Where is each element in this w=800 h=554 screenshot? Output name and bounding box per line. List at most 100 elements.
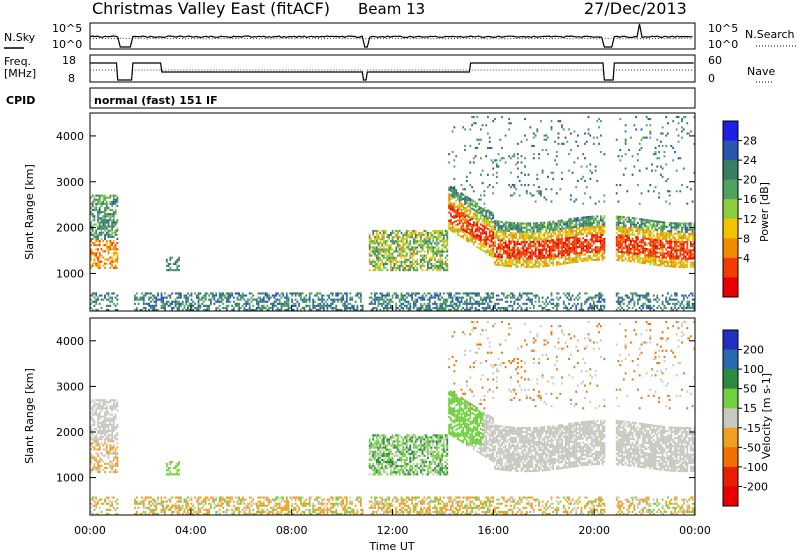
heatmap-cell bbox=[114, 252, 117, 255]
heatmap-cell bbox=[172, 300, 175, 303]
heatmap-cell bbox=[656, 232, 659, 235]
heatmap-cell bbox=[663, 227, 666, 230]
heatmap-cell bbox=[508, 263, 510, 266]
heatmap-cell bbox=[368, 234, 371, 237]
heatmap-cell bbox=[495, 171, 498, 174]
heatmap-cell bbox=[434, 236, 436, 239]
heatmap-cell bbox=[570, 228, 572, 231]
heatmap-cell bbox=[372, 229, 375, 232]
heatmap-cell bbox=[652, 230, 655, 233]
heatmap-cell bbox=[356, 304, 359, 307]
heatmap-cell bbox=[557, 302, 560, 305]
heatmap-cell bbox=[561, 227, 563, 230]
heatmap-cell bbox=[114, 231, 117, 234]
heatmap-cell bbox=[90, 233, 92, 236]
heatmap-cell bbox=[515, 249, 518, 252]
heatmap-cell bbox=[667, 234, 669, 237]
heatmap-cell bbox=[172, 269, 175, 272]
heatmap-cell bbox=[591, 306, 593, 309]
heatmap-cell bbox=[555, 302, 558, 305]
heatmap-cell bbox=[645, 260, 648, 263]
heatmap-cell bbox=[684, 249, 687, 252]
heatmap-cell bbox=[508, 248, 510, 251]
heatmap-cell bbox=[686, 243, 689, 246]
heatmap-cell bbox=[148, 308, 150, 311]
heatmap-cell bbox=[670, 222, 673, 225]
heatmap-cell bbox=[478, 308, 480, 311]
heatmap-cell bbox=[397, 234, 399, 237]
heatmap-cell bbox=[635, 225, 638, 228]
heatmap-cell bbox=[571, 228, 574, 231]
heatmap-cell bbox=[439, 304, 442, 307]
heatmap-cell bbox=[557, 230, 560, 233]
heatmap-cell bbox=[427, 304, 429, 307]
heatmap-cell bbox=[555, 226, 558, 229]
heatmap-cell bbox=[513, 224, 516, 227]
heatmap-cell bbox=[427, 252, 429, 255]
heatmap-cell bbox=[580, 223, 583, 226]
heatmap-cell bbox=[495, 230, 498, 233]
heatmap-cell bbox=[418, 250, 420, 253]
heatmap-cell bbox=[510, 221, 512, 224]
heatmap-cell bbox=[427, 244, 429, 247]
heatmap-cell bbox=[575, 308, 578, 311]
heatmap-cell bbox=[686, 304, 689, 307]
heatmap-cell bbox=[411, 294, 413, 297]
heatmap-cell bbox=[587, 255, 590, 258]
heatmap-cell bbox=[397, 231, 399, 234]
heatmap-cell bbox=[490, 308, 493, 311]
heatmap-cell bbox=[621, 296, 623, 299]
heatmap-cell bbox=[600, 240, 602, 243]
heatmap-cell bbox=[621, 244, 623, 247]
heatmap-cell bbox=[476, 292, 479, 295]
heatmap-cell bbox=[467, 302, 470, 305]
heatmap-cell bbox=[414, 269, 417, 272]
heatmap-cell bbox=[658, 237, 660, 240]
heatmap-cell bbox=[538, 255, 540, 258]
heatmap-cell bbox=[210, 298, 212, 301]
heatmap-cell bbox=[661, 256, 664, 259]
heatmap-cell bbox=[688, 236, 690, 239]
heatmap-cell bbox=[640, 247, 643, 250]
freq-right-tick-top: 60 bbox=[708, 54, 722, 67]
heatmap-cell bbox=[368, 248, 371, 251]
heatmap-cell bbox=[660, 221, 662, 224]
heatmap-cell bbox=[510, 223, 512, 226]
heatmap-cell bbox=[480, 248, 482, 251]
heatmap-cell bbox=[398, 264, 401, 267]
heatmap-cell bbox=[455, 292, 458, 295]
heatmap-cell bbox=[458, 296, 461, 299]
heatmap-cell bbox=[511, 222, 514, 225]
heatmap-cell bbox=[430, 308, 433, 311]
heatmap-cell bbox=[102, 198, 105, 201]
heatmap-cell bbox=[626, 294, 629, 297]
heatmap-cell bbox=[402, 264, 405, 267]
heatmap-cell bbox=[300, 294, 302, 297]
heatmap-cell bbox=[487, 146, 489, 149]
heatmap-cell bbox=[564, 243, 567, 246]
heatmap-cell bbox=[409, 262, 412, 265]
heatmap-cell bbox=[587, 220, 590, 223]
heatmap-cell bbox=[578, 237, 581, 240]
heatmap-cell bbox=[550, 302, 553, 305]
heatmap-cell bbox=[672, 226, 675, 229]
heatmap-cell bbox=[437, 267, 440, 270]
heatmap-cell bbox=[617, 298, 620, 301]
heatmap-cell bbox=[257, 302, 260, 305]
heatmap-cell bbox=[243, 298, 246, 301]
heatmap-cell bbox=[266, 292, 269, 295]
heatmap-cell bbox=[180, 292, 182, 295]
heatmap-cell bbox=[564, 235, 567, 238]
heatmap-cell bbox=[91, 233, 94, 236]
heatmap-cell bbox=[562, 260, 565, 263]
heatmap-cell bbox=[388, 250, 390, 253]
heatmap-cell bbox=[384, 304, 387, 307]
heatmap-cell bbox=[548, 308, 551, 311]
heatmap-cell bbox=[562, 227, 565, 230]
heatmap-cell bbox=[596, 120, 599, 123]
heatmap-cell bbox=[390, 246, 392, 249]
heatmap-cell bbox=[476, 233, 479, 236]
heatmap-cell bbox=[675, 251, 678, 254]
heatmap-cell bbox=[564, 231, 567, 234]
heatmap-cell bbox=[633, 221, 636, 224]
